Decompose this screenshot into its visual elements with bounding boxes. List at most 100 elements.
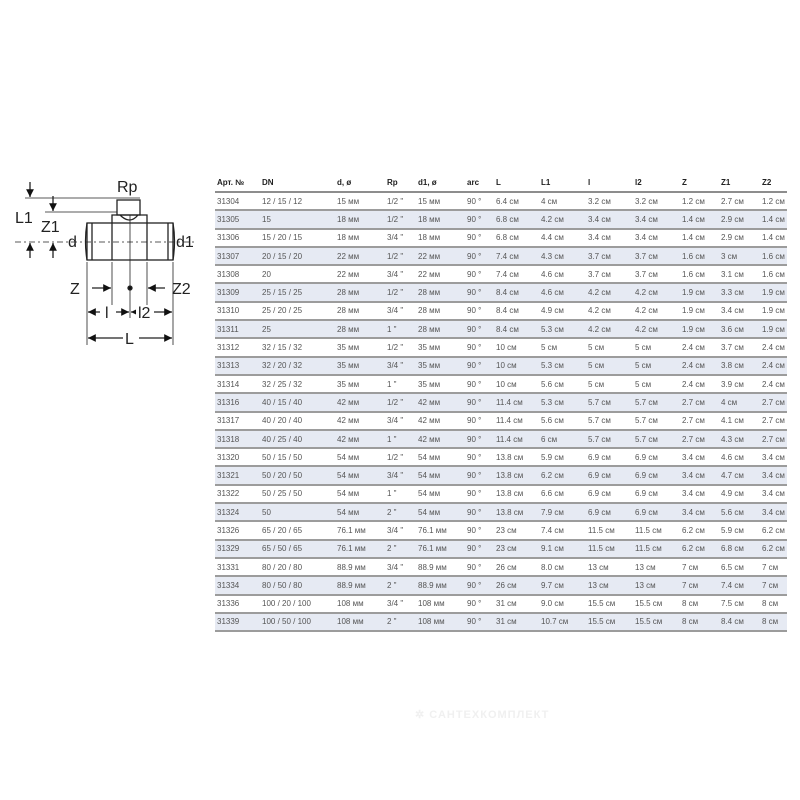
column-header: Rp (385, 174, 416, 193)
table-cell: 2.7 см (680, 429, 719, 450)
table-cell: 3.4 см (680, 503, 719, 523)
table-cell: 31321 (215, 466, 260, 486)
table-cell: 31336 (215, 594, 260, 614)
table-cell: 28 мм (416, 320, 465, 340)
table-cell: 15.5 см (586, 612, 633, 633)
tee-fitting-diagram: Rp L1 Z1 d d1 Z Z2 l l2 L (15, 179, 195, 348)
table-cell: 7 см (680, 557, 719, 578)
table-cell: 3.7 см (719, 338, 760, 358)
column-header: arc (465, 174, 494, 193)
table-cell: 42 мм (416, 411, 465, 431)
table-cell: 31318 (215, 429, 260, 450)
branch-thread-rp (116, 199, 141, 216)
watermark-logo: ✲ САНТЕХКОМПЛЕКТ (415, 709, 550, 721)
table-cell: 5.7 см (586, 429, 633, 450)
table-cell: 15 мм (335, 192, 385, 212)
table-row: 31324 50 54 мм 2 " 54 мм 90 ° 13.8 см 7.9 см 6.9… (215, 503, 787, 523)
table-cell: 1 " (385, 484, 416, 505)
table-cell: 1.9 см (760, 320, 787, 340)
table-row: 31320 50 / 15 / 50 54 мм 1/2 " 54 мм 90 ° 13.8… (215, 448, 787, 468)
table-cell: 100 / 20 / 100 (260, 594, 335, 614)
table-cell: 90 ° (465, 539, 494, 559)
table-cell: 4.6 см (719, 448, 760, 468)
table-cell: 5 см (586, 356, 633, 376)
table-cell: 31324 (215, 503, 260, 523)
table-cell: 8.4 см (719, 612, 760, 633)
table-cell: 8.0 см (539, 557, 586, 578)
table-cell: 22 мм (335, 246, 385, 267)
table-cell: 3.7 см (633, 265, 680, 285)
table-cell: 1.9 см (760, 301, 787, 322)
table-cell: 2.7 см (760, 411, 787, 431)
table-cell: 90 ° (465, 356, 494, 376)
table-cell: 31320 (215, 448, 260, 468)
table-cell: 5 см (633, 356, 680, 376)
table-cell: 80 / 50 / 80 (260, 576, 335, 596)
table-cell: 5.3 см (539, 320, 586, 340)
table-cell: 54 мм (335, 484, 385, 505)
table-cell: 31308 (215, 265, 260, 285)
table-cell: 25 (260, 320, 335, 340)
table-cell: 88.9 мм (335, 576, 385, 596)
table-cell: 3.2 см (586, 192, 633, 212)
table-cell: 54 мм (335, 466, 385, 486)
table-cell: 20 (260, 265, 335, 285)
table-cell: 20 / 15 / 20 (260, 246, 335, 267)
table-cell: 3.4 см (760, 503, 787, 523)
table-cell: 90 ° (465, 429, 494, 450)
table-cell: 15 (260, 210, 335, 230)
label-z: Z (70, 281, 80, 298)
table-cell: 3.7 см (586, 265, 633, 285)
table-cell: 6.2 см (539, 466, 586, 486)
table-cell: 88.9 мм (335, 557, 385, 578)
table-cell: 15 мм (416, 192, 465, 212)
table-cell: 1.6 см (760, 246, 787, 267)
table-cell: 3.4 см (680, 484, 719, 505)
table-cell: 28 мм (335, 283, 385, 303)
table-cell: 3.4 см (633, 210, 680, 230)
table-cell: 1.9 см (680, 320, 719, 340)
table-cell: 28 мм (416, 283, 465, 303)
table-cell: 5 см (633, 374, 680, 395)
table-cell: 31311 (215, 320, 260, 340)
table-cell: 13.8 см (494, 503, 539, 523)
table-cell: 31312 (215, 338, 260, 358)
table-cell: 6.8 см (719, 539, 760, 559)
table-cell: 31313 (215, 356, 260, 376)
table-cell: 11.4 см (494, 393, 539, 413)
table-cell: 3.4 см (633, 228, 680, 248)
table-cell: 80 / 20 / 80 (260, 557, 335, 578)
table-cell: 2.4 см (760, 374, 787, 395)
table-cell: 4 см (719, 393, 760, 413)
table-cell: 42 мм (335, 429, 385, 450)
table-cell: 65 / 50 / 65 (260, 539, 335, 559)
table-cell: 108 мм (416, 594, 465, 614)
table-cell: 6.9 см (633, 503, 680, 523)
table-cell: 5.6 см (539, 411, 586, 431)
table-cell: 54 мм (416, 466, 465, 486)
table-cell: 40 / 15 / 40 (260, 393, 335, 413)
table-row: 31308 20 22 мм 3/4 " 22 мм 90 ° 7.4 см 4.6 см 3.… (215, 265, 787, 285)
table-cell: 1/2 " (385, 192, 416, 212)
table-row: 31313 32 / 20 / 32 35 мм 3/4 " 35 мм 90 ° 10 с… (215, 356, 787, 376)
table-cell: 2.9 см (719, 210, 760, 230)
table-cell: 5.9 см (719, 521, 760, 541)
table-cell: 2.7 см (680, 393, 719, 413)
table-cell: 1/2 " (385, 448, 416, 468)
table-cell: 31305 (215, 210, 260, 230)
table-cell: 90 ° (465, 265, 494, 285)
table-cell: 76.1 мм (416, 521, 465, 541)
table-cell: 1.6 см (680, 246, 719, 267)
table-cell: 6.9 см (633, 448, 680, 468)
column-header: Z2 (760, 174, 787, 193)
table-cell: 90 ° (465, 192, 494, 212)
table-cell: 3.8 см (719, 356, 760, 376)
table-cell: 5.3 см (539, 356, 586, 376)
table-cell: 90 ° (465, 246, 494, 267)
table-cell: 10 см (494, 374, 539, 395)
table-cell: 31309 (215, 283, 260, 303)
table-cell: 13 см (586, 557, 633, 578)
table-cell: 3 см (719, 246, 760, 267)
table-cell: 8 см (680, 594, 719, 614)
table-cell: 2.4 см (760, 356, 787, 376)
